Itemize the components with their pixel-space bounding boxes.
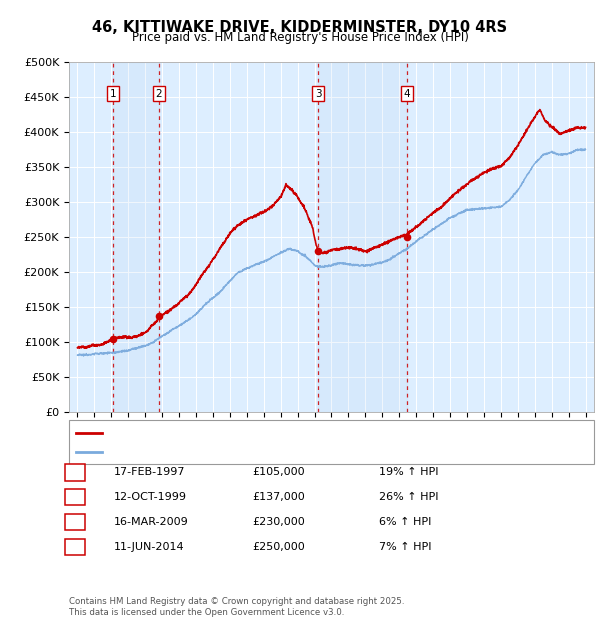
Text: 7% ↑ HPI: 7% ↑ HPI — [372, 542, 431, 552]
Text: 46, KITTIWAKE DRIVE, KIDDERMINSTER, DY10 4RS: 46, KITTIWAKE DRIVE, KIDDERMINSTER, DY10… — [92, 20, 508, 35]
Text: 1: 1 — [71, 467, 79, 477]
Text: 12-OCT-1999: 12-OCT-1999 — [114, 492, 187, 502]
Text: 4: 4 — [403, 89, 410, 99]
Bar — [113, 62, 158, 412]
Text: 1: 1 — [110, 89, 116, 99]
Text: 6% ↑ HPI: 6% ↑ HPI — [372, 517, 431, 527]
Text: 3: 3 — [315, 89, 322, 99]
Text: £250,000: £250,000 — [252, 542, 305, 552]
Text: HPI: Average price, detached house, Wyre Forest: HPI: Average price, detached house, Wyre… — [108, 446, 363, 456]
Text: £105,000: £105,000 — [252, 467, 305, 477]
Text: £230,000: £230,000 — [252, 517, 305, 527]
Text: 16-MAR-2009: 16-MAR-2009 — [114, 517, 189, 527]
Text: Contains HM Land Registry data © Crown copyright and database right 2025.
This d: Contains HM Land Registry data © Crown c… — [69, 598, 404, 617]
Text: 46, KITTIWAKE DRIVE, KIDDERMINSTER, DY10 4RS (detached house): 46, KITTIWAKE DRIVE, KIDDERMINSTER, DY10… — [108, 428, 462, 438]
Text: 2: 2 — [71, 492, 79, 502]
Text: 3: 3 — [71, 517, 79, 527]
Text: Price paid vs. HM Land Registry's House Price Index (HPI): Price paid vs. HM Land Registry's House … — [131, 31, 469, 44]
Text: 19% ↑ HPI: 19% ↑ HPI — [372, 467, 439, 477]
Text: 11-JUN-2014: 11-JUN-2014 — [114, 542, 185, 552]
Text: 2: 2 — [155, 89, 162, 99]
Text: 4: 4 — [71, 542, 79, 552]
Text: £137,000: £137,000 — [252, 492, 305, 502]
Text: 17-FEB-1997: 17-FEB-1997 — [114, 467, 185, 477]
Text: 26% ↑ HPI: 26% ↑ HPI — [372, 492, 439, 502]
Bar — [318, 62, 407, 412]
